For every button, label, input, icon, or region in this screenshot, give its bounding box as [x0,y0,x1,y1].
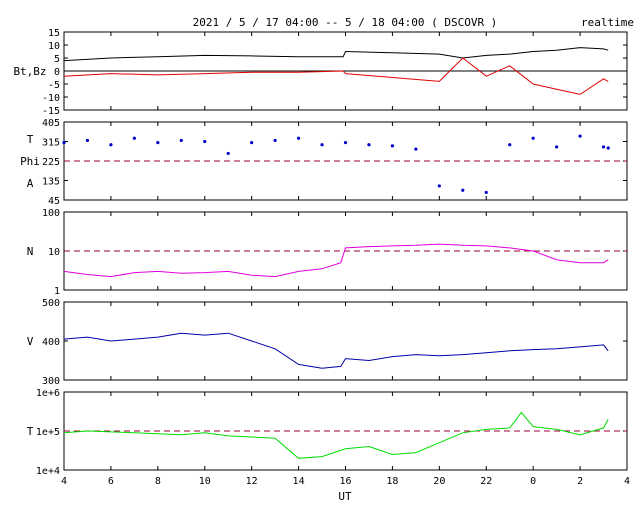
y-axis-label: Phi [20,155,40,168]
y-tick-label: 225 [42,157,60,168]
y-tick-label: 0 [54,67,60,78]
data-point [85,138,90,143]
y-tick-label: 135 [42,177,60,188]
x-tick-label: 12 [246,476,258,487]
y-tick-label: -10 [42,93,60,104]
panel-density: 100 10 1 N [27,208,628,297]
y-tick-label: 1e+6 [36,388,60,399]
data-point [461,188,465,192]
x-tick-label: 4 [624,476,630,487]
y-axis-label: T [27,425,34,438]
data-point [179,138,183,143]
panel-magnetic-field: 15 10 5 0 -5 -10 -15 Bt,Bz [13,28,628,117]
data-point [273,138,277,143]
panel-speed: 500 400 300 V [27,298,628,387]
y-tick-label: 400 [42,337,60,348]
x-axis-label: UT [338,490,352,503]
series-line-bt [63,47,609,62]
y-axis-label: T [27,133,34,146]
y-tick-label: 315 [42,138,60,149]
x-tick-label: 2 [577,476,583,487]
data-point [296,136,301,140]
y-axis-label: N [27,245,34,258]
y-tick-label: 405 [42,118,60,129]
x-tick-label: 14 [293,476,305,487]
data-point [367,143,371,147]
x-tick-label: 10 [199,476,211,487]
series-line-bz [63,57,609,95]
series-line-temperature [63,411,609,459]
data-point [226,151,230,156]
data-point [343,140,348,145]
panel-temperature: 1e+6 1e+5 1e+4 T [27,388,628,477]
data-point [62,140,66,145]
series-line-speed [63,332,609,369]
data-point [250,140,254,145]
y-tick-label: 10 [48,247,60,258]
y-tick-label: 45 [48,196,60,207]
y-tick-label: 300 [42,376,60,387]
data-point [555,145,559,149]
y-tick-label: -5 [48,80,60,91]
data-point [132,136,136,140]
realtime-label: realtime [581,16,634,29]
x-tick-label: 22 [480,476,492,487]
y-tick-label: 5 [54,54,60,65]
y-tick-label: 1 [54,286,60,297]
x-tick-label: 18 [386,476,398,487]
panel-phi-angle: 405 315 225 135 45 T Phi A [20,118,628,207]
data-point [484,190,488,195]
x-tick-label: 20 [433,476,445,487]
y-tick-label: -15 [42,106,60,117]
y-tick-label: 100 [42,208,60,219]
data-point [390,144,395,148]
data-point [508,143,512,147]
panel-frame [63,301,628,381]
y-tick-label: 1e+5 [36,427,60,438]
data-point [606,146,610,150]
data-point [109,143,113,147]
data-point [531,136,535,140]
y-axis-label: Bt,Bz [13,65,46,78]
series-line-density [63,243,609,278]
data-point [414,147,418,151]
data-point [320,143,324,147]
y-tick-label: 15 [48,28,60,39]
x-tick-label: 6 [108,476,114,487]
y-axis-label: A [27,177,34,190]
y-tick-label: 500 [42,298,60,309]
data-point [203,139,207,144]
data-point [578,134,582,138]
data-point [437,184,441,188]
x-tick-label: 4 [61,476,67,487]
data-point [601,145,606,149]
x-tick-label: 8 [155,476,161,487]
y-tick-label: 10 [48,41,60,52]
data-point [156,140,160,145]
y-axis-label: V [27,335,34,348]
x-tick-label: 0 [530,476,536,487]
chart-title: 2021 / 5 / 17 04:00 -- 5 / 18 04:00 ( DS… [193,16,498,29]
x-tick-label: 16 [339,476,351,487]
y-tick-label: 1e+4 [36,466,60,477]
